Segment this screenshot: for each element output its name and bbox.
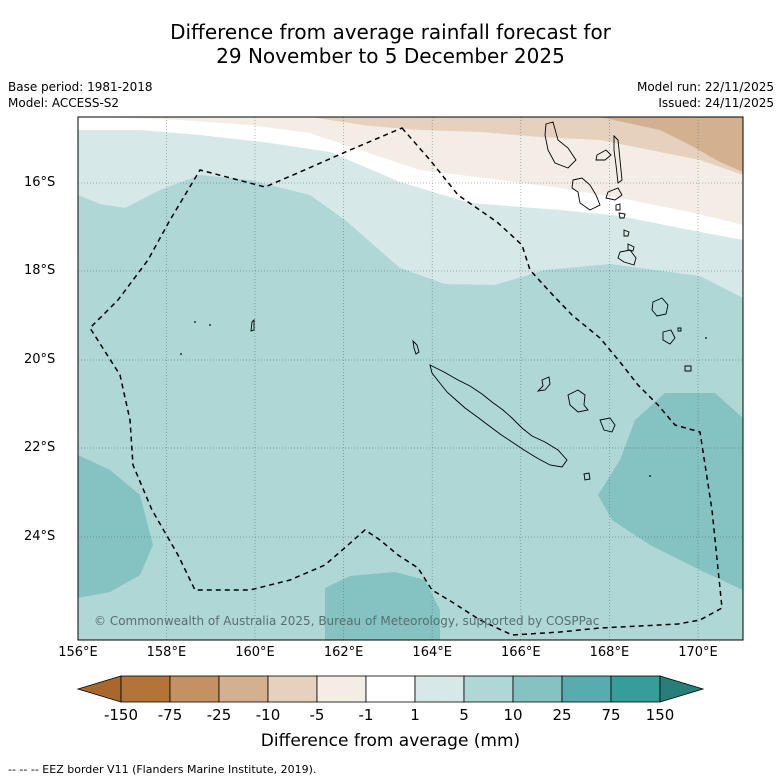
island-chesterfield [250, 318, 255, 332]
colorbar-label: 10 [503, 706, 523, 724]
y-tick-24s: 24°S [24, 529, 56, 544]
colorbar-segment [316, 675, 367, 703]
eez-legend: -- -- -- EEZ border V11 (Flanders Marine… [8, 763, 317, 776]
eez-border [89, 127, 723, 636]
island-pines [583, 472, 591, 481]
colorbar-label: -25 [206, 706, 232, 724]
colorbar-label: -75 [157, 706, 183, 724]
colorbar-extend-high [659, 675, 705, 703]
band-10-25-east [598, 393, 743, 590]
colorbar-title: Difference from average (mm) [260, 731, 521, 751]
band-10-25-south [325, 572, 440, 640]
x-tick-158: 158°E [146, 645, 187, 660]
band-10-25-west [78, 455, 153, 598]
chart-title-line1: Difference from average rainfall forecas… [170, 20, 611, 44]
colorbar-segment [512, 675, 563, 703]
colorbar-label: -150 [103, 706, 139, 724]
x-tick-170: 170°E [678, 645, 718, 660]
island-lifou [567, 389, 589, 413]
y-tick-18s: 18°S [24, 263, 56, 278]
island-grande-terre [429, 364, 568, 468]
model-run: Model run: 22/11/2025 [636, 80, 774, 94]
map-frame [77, 116, 744, 641]
colorbar-segment [610, 675, 661, 703]
colorbar [76, 675, 705, 703]
chart-title-line2: 29 November to 5 December 2025 [216, 44, 565, 68]
colorbar-segment [218, 675, 269, 703]
y-tick-16s: 16°S [24, 175, 56, 190]
colorbar-segment [120, 675, 171, 703]
x-tick-162: 162°E [323, 645, 364, 660]
band-minus10-minus5 [310, 117, 743, 175]
colorbar-label: -10 [255, 706, 281, 724]
x-tick-156: 156°E [58, 645, 98, 660]
y-tick-20s: 20°S [24, 352, 56, 367]
x-tick-160: 160°E [235, 645, 275, 660]
colorbar-label: 1 [410, 706, 420, 724]
graticule [78, 117, 743, 640]
colorbar-label: 150 [645, 706, 675, 724]
x-tick-168: 168°E [589, 645, 630, 660]
y-tick-22s: 22°S [24, 440, 56, 455]
island-belep [412, 339, 420, 355]
islands-vanuatu [544, 121, 692, 372]
band-minus5-minus1 [100, 117, 743, 225]
x-tick-166: 166°E [501, 645, 541, 660]
model-name: Model: ACCESS-S2 [8, 96, 120, 110]
colorbar-segment [169, 675, 220, 703]
colorbar-label: -5 [309, 706, 325, 724]
colorbar-label: 75 [601, 706, 621, 724]
colorbar-label: 5 [459, 706, 469, 724]
x-tick-164: 164°E [412, 645, 452, 660]
copyright-text: © Commonwealth of Australia 2025, Bureau… [94, 614, 600, 628]
island-mare [599, 417, 616, 433]
island-ouvea [536, 376, 551, 392]
colorbar-extend-low [76, 675, 122, 703]
colorbar-segment [414, 675, 465, 703]
colorbar-segment [463, 675, 514, 703]
base-period: Base period: 1981-2018 [8, 80, 153, 94]
issued-date: Issued: 24/11/2025 [658, 96, 774, 110]
band-minus25-minus10 [600, 117, 743, 172]
colorbar-segment [365, 675, 416, 703]
colorbar-segment [267, 675, 318, 703]
colorbar-label: 25 [552, 706, 572, 724]
colorbar-label: -1 [358, 706, 374, 724]
colorbar-segment [561, 675, 612, 703]
